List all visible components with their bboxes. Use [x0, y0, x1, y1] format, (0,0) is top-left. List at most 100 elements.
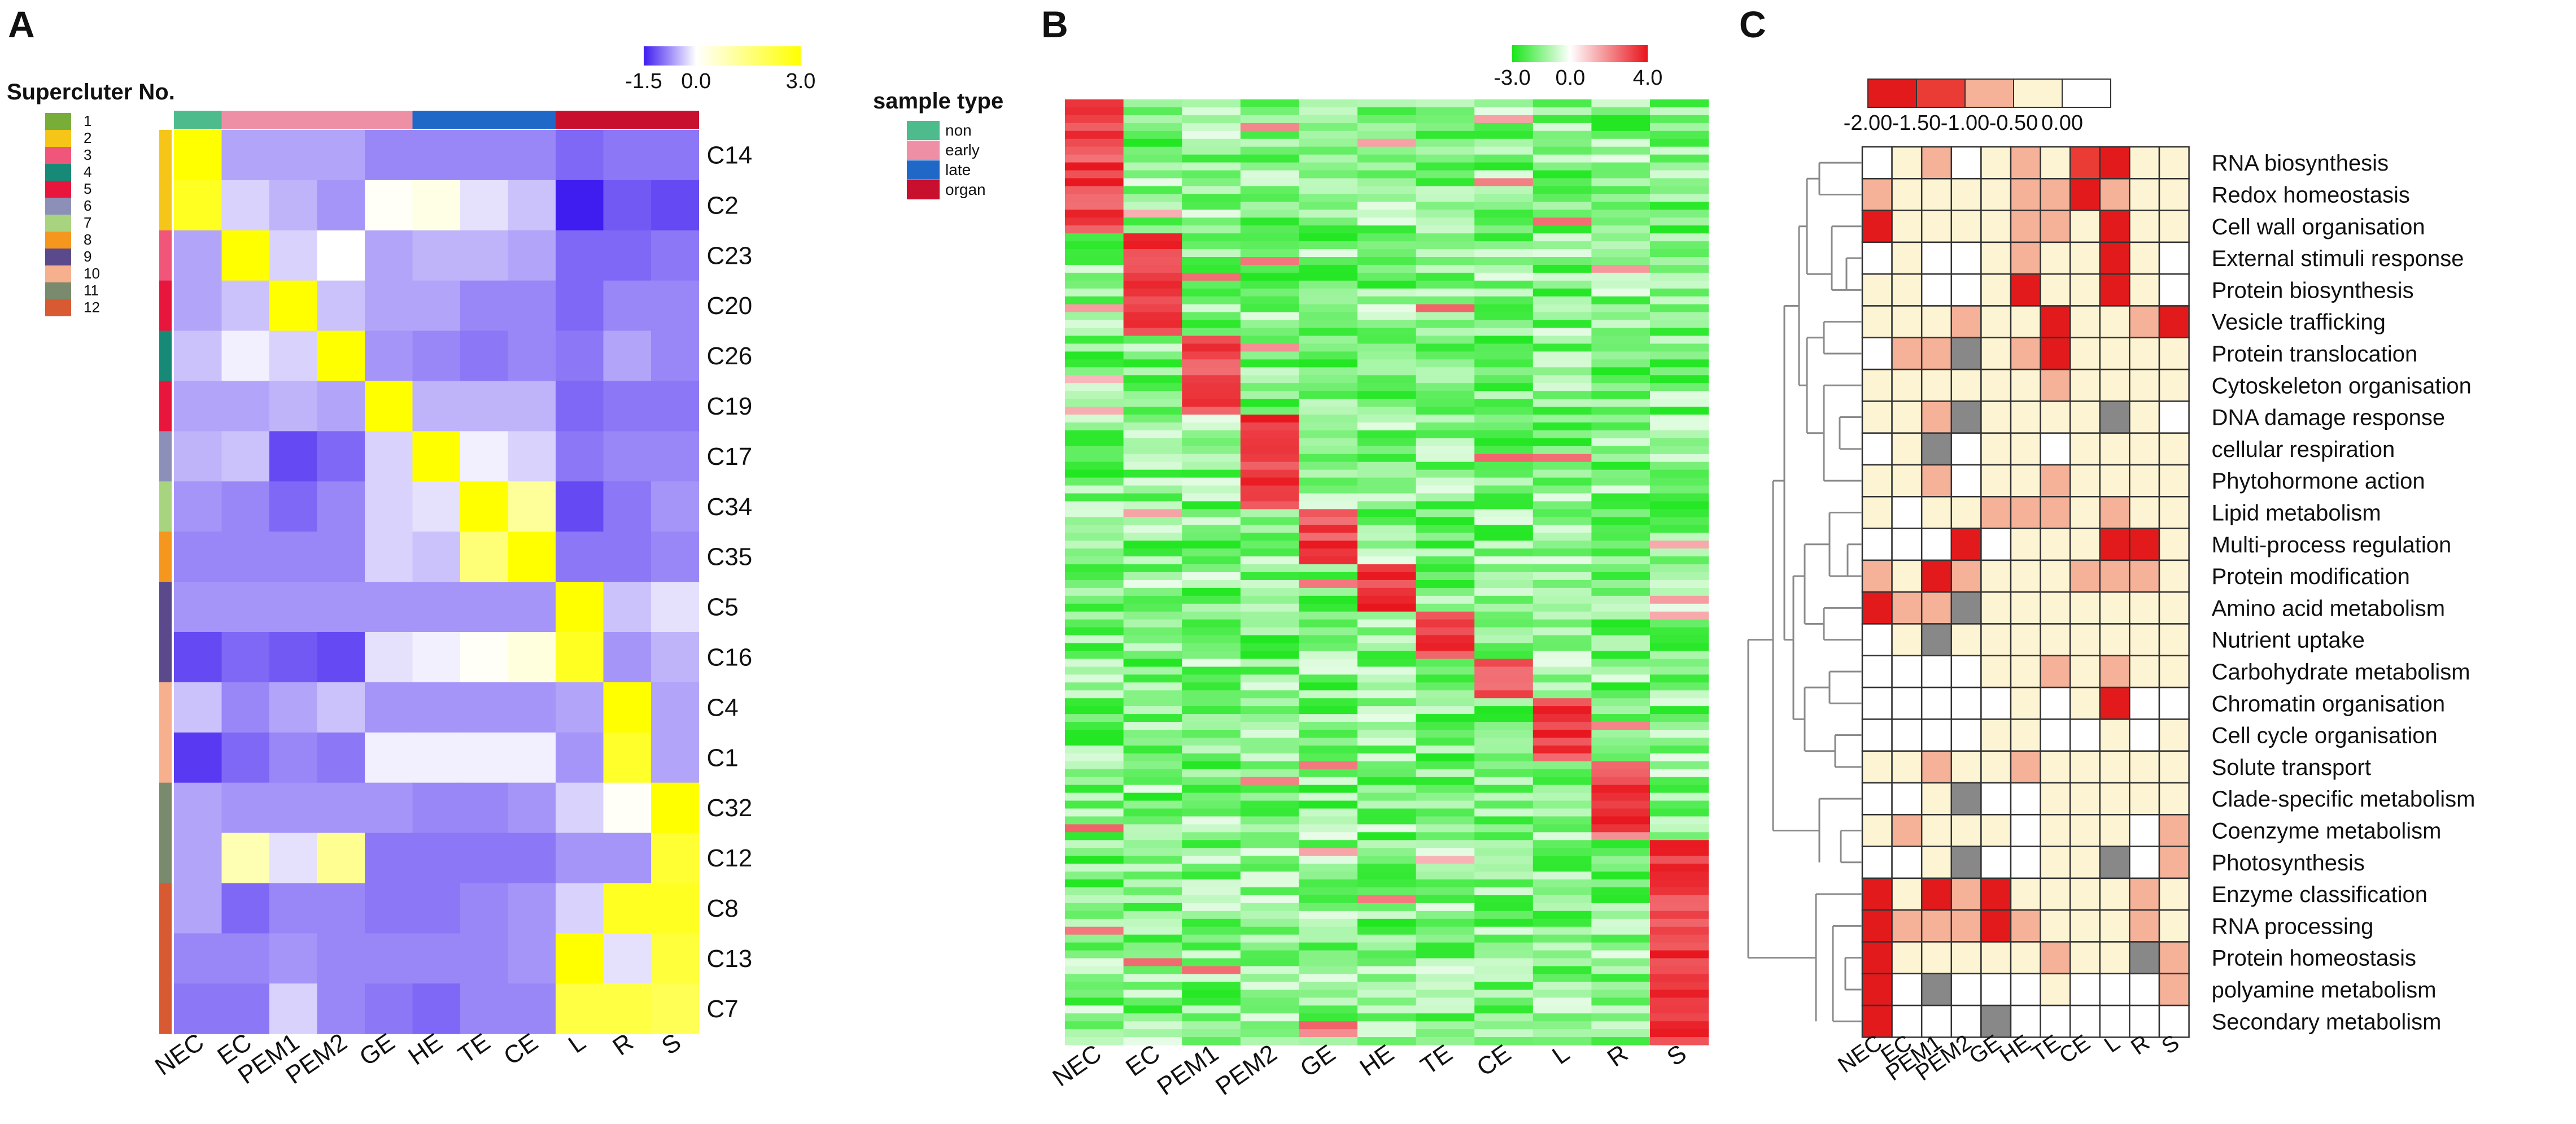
heatmap-cell — [174, 582, 222, 633]
heatmap-cell — [1532, 864, 1592, 872]
heatmap-cell — [1591, 194, 1651, 202]
heatmap-cell — [1416, 186, 1475, 194]
heatmap-cell — [1474, 619, 1534, 628]
heatmap-cell — [1299, 840, 1358, 848]
heatmap-cell — [1980, 559, 2012, 593]
heatmap-cell — [2099, 528, 2130, 561]
heatmap-cell — [1650, 934, 1709, 943]
heatmap-cell — [1532, 202, 1592, 210]
heatmap-cell — [1474, 706, 1534, 715]
heatmap-cell — [460, 531, 509, 582]
heatmap-cell — [1532, 627, 1592, 636]
heatmap-cell — [1591, 107, 1651, 116]
heatmap-cell — [1123, 533, 1182, 541]
heatmap-cell — [1357, 517, 1417, 525]
heatmap-cell — [1240, 651, 1299, 660]
heatmap-cell — [1650, 359, 1709, 368]
heatmap-cell — [1299, 367, 1358, 376]
color-scale-tick: -0.50 — [1989, 111, 2038, 135]
heatmap-cell — [365, 582, 413, 633]
supercluster-legend-swatch — [45, 299, 71, 316]
heatmap-cell — [1299, 595, 1358, 604]
heatmap-cell — [1357, 753, 1417, 762]
heatmap-cell — [1299, 832, 1358, 840]
column-label: HE — [403, 1028, 447, 1070]
heatmap-cell — [2069, 496, 2101, 529]
heatmap-cell — [1416, 320, 1475, 329]
sample-type-cell — [508, 111, 556, 129]
heatmap-cell — [2010, 686, 2041, 720]
heatmap-cell — [2099, 655, 2130, 689]
sample-type-cell — [460, 111, 508, 129]
heatmap-cell — [1591, 737, 1651, 746]
heatmap-cell — [1240, 469, 1299, 478]
heatmap-cell — [2099, 623, 2130, 657]
heatmap-cell — [2099, 846, 2130, 879]
heatmap-cell — [2099, 591, 2130, 625]
heatmap-cell — [2099, 941, 2130, 975]
heatmap-cell — [1123, 493, 1182, 502]
heatmap-cell — [1065, 926, 1124, 935]
heatmap-cell — [1532, 477, 1592, 486]
heatmap-cell — [1474, 745, 1534, 754]
heatmap-cell — [1357, 469, 1417, 478]
heatmap-cell — [1182, 312, 1241, 321]
heatmap-cell — [1591, 99, 1651, 108]
heatmap-cell — [1065, 651, 1124, 660]
heatmap-cell — [1065, 918, 1124, 927]
heatmap-cell — [1182, 564, 1241, 573]
row-label: C19 — [707, 393, 753, 420]
heatmap-cell — [1357, 186, 1417, 194]
heatmap-cell — [1532, 328, 1592, 337]
heatmap-cell — [508, 933, 556, 984]
heatmap-cell — [1357, 832, 1417, 840]
heatmap-cell — [1123, 666, 1182, 675]
heatmap-cell — [1182, 918, 1241, 927]
heatmap-cell — [1123, 399, 1182, 407]
heatmap-cell — [1591, 517, 1651, 525]
heatmap-cell — [1416, 619, 1475, 628]
heatmap-cell — [1123, 485, 1182, 494]
heatmap-cell — [1065, 422, 1124, 431]
heatmap-cell — [1299, 469, 1358, 478]
heatmap-cell — [1299, 477, 1358, 486]
heatmap-cell — [1891, 623, 1923, 657]
heatmap-cell — [1650, 375, 1709, 384]
heatmap-cell — [1891, 686, 1923, 720]
heatmap-cell — [1065, 903, 1124, 912]
heatmap-cell — [1650, 525, 1709, 533]
heatmap-cell — [1591, 918, 1651, 927]
color-scale-tick: -2.00 — [1844, 111, 1893, 135]
heatmap-cell — [1299, 556, 1358, 565]
heatmap-cell — [1123, 162, 1182, 171]
heatmap-cell — [221, 682, 270, 733]
heatmap-cell — [1240, 926, 1299, 935]
heatmap-cell — [1950, 178, 1982, 211]
heatmap-cell — [1591, 682, 1651, 691]
heatmap-cell — [2069, 655, 2101, 689]
heatmap-cell — [1182, 603, 1241, 612]
heatmap-cell — [1357, 903, 1417, 912]
heatmap-cell — [1240, 848, 1299, 856]
heatmap-cell — [1591, 824, 1651, 833]
heatmap-cell — [1591, 328, 1651, 337]
heatmap-cell — [1532, 974, 1592, 982]
heatmap-cell — [1591, 761, 1651, 770]
heatmap-cell — [1182, 446, 1241, 455]
heatmap-cell — [1240, 415, 1299, 423]
row-label: RNA biosynthesis — [2212, 151, 2389, 176]
heatmap-cell — [1357, 824, 1417, 833]
heatmap-cell — [1065, 753, 1124, 762]
heatmap-cell — [412, 732, 461, 783]
heatmap-cell — [460, 682, 509, 733]
heatmap-cell — [1416, 359, 1475, 368]
heatmap-cell — [1299, 769, 1358, 778]
heatmap-cell — [1474, 280, 1534, 289]
heatmap-cell — [1299, 745, 1358, 754]
heatmap-cell — [1591, 595, 1651, 604]
heatmap-cell — [1416, 848, 1475, 856]
sample-type-cell — [174, 111, 222, 129]
heatmap-cell — [1357, 816, 1417, 825]
heatmap-cell — [1065, 934, 1124, 943]
heatmap-cell — [1650, 832, 1709, 840]
